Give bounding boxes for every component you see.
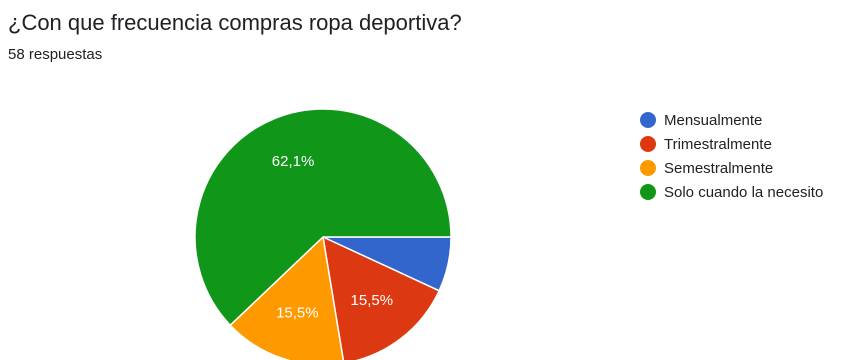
legend-label: Trimestralmente <box>664 135 772 153</box>
pie-slice <box>322 235 441 360</box>
legend-swatch <box>640 160 656 176</box>
pie-data-labels: 15,5% 15,5% 62,1% <box>272 153 393 321</box>
pie-slice <box>194 108 452 327</box>
pie-slice <box>229 235 345 360</box>
legend-swatch <box>640 136 656 152</box>
legend-item[interactable]: Trimestralmente <box>640 132 823 156</box>
pie-data-label: 15,5% <box>276 304 319 321</box>
legend-label: Mensualmente <box>664 111 763 129</box>
legend-label: Solo cuando la necesito <box>664 183 824 201</box>
legend-swatch <box>640 184 656 200</box>
response-count: 58 respuestas <box>8 46 103 63</box>
legend-item[interactable]: Mensualmente <box>640 108 823 132</box>
legend-item[interactable]: Solo cuando la necesito <box>640 180 823 204</box>
legend-label: Semestralmente <box>664 159 774 177</box>
question-title: ¿Con que frecuencia compras ropa deporti… <box>8 10 462 35</box>
pie-data-label: 15,5% <box>351 292 394 309</box>
chart-legend: Mensualmente Trimestralmente Semestralment… <box>640 108 823 204</box>
legend-swatch <box>640 112 656 128</box>
pie-slices <box>194 108 452 360</box>
legend-item[interactable]: Semestralmente <box>640 156 823 180</box>
pie-data-label: 62,1% <box>272 153 315 170</box>
